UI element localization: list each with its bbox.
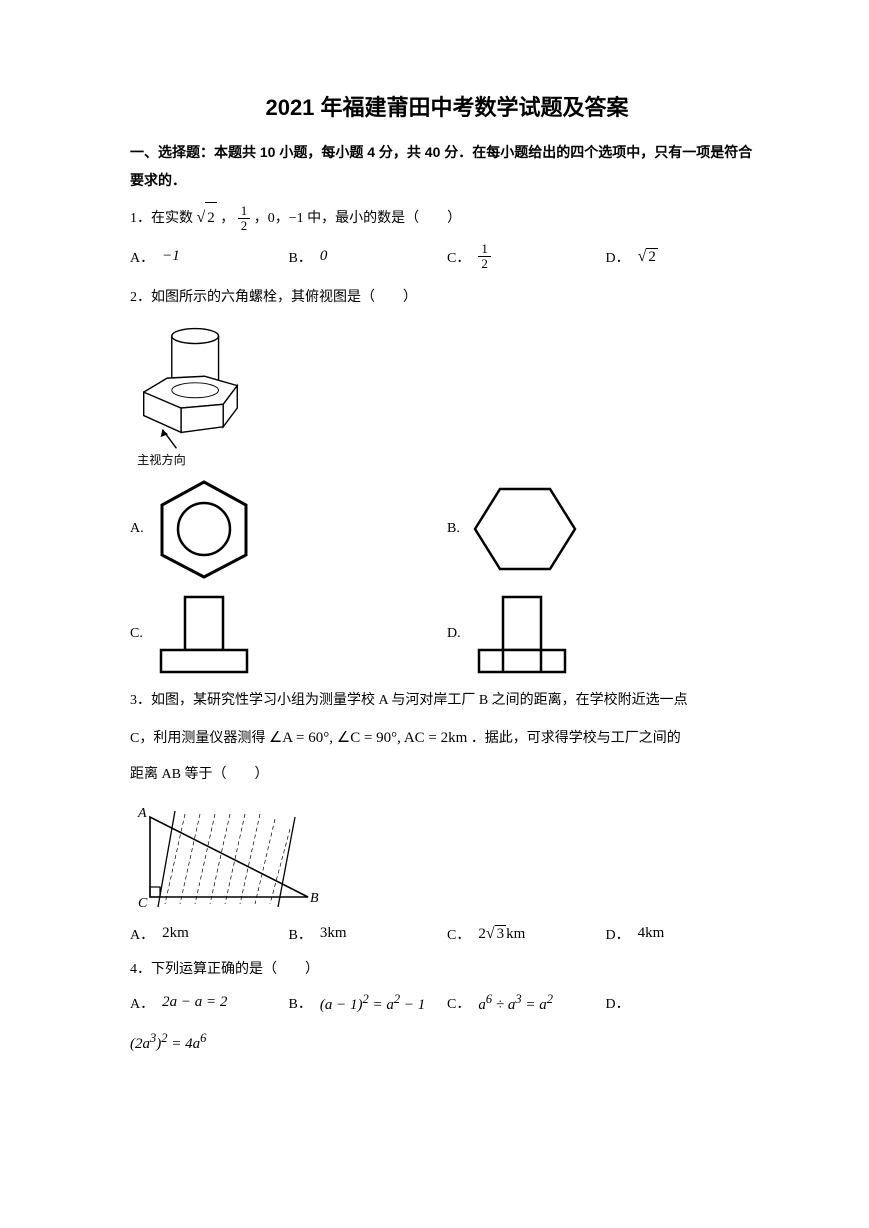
q4-optd-text: (2a3)2 = 4a6 (130, 1036, 206, 1052)
q2-opt-d: D. (447, 592, 764, 677)
question-3: 3．如图，某研究性学习小组为测量学校 A 与河对岸工厂 B 之间的距离，在学校附… (130, 687, 764, 715)
q4-optb-expr: (a − 1)2 = a2 − 1 (320, 992, 425, 1014)
q1-prompt-pre: 1．在实数 (130, 211, 197, 226)
q4-opt-d: D． (606, 993, 765, 1013)
q1-opt-c: C． 12 (447, 242, 606, 272)
q2-opt-c: C. (130, 592, 447, 677)
q1-opt-b: B． 0 (289, 247, 448, 267)
q3-mid2: ．据此，可求得学校与工厂之间的 (471, 731, 681, 746)
q1-frac: 12 (238, 204, 251, 234)
q2-figure-bolt: 主视方向 (130, 322, 764, 467)
q2-opt-b: B. (447, 479, 764, 579)
q4-opta-expr: 2a − a = 2 (162, 994, 227, 1011)
q1-opt-a: A． −1 (130, 247, 289, 267)
page-title: 2021 年福建莆田中考数学试题及答案 (130, 90, 764, 122)
q4-opt-d-expr: (2a3)2 = 4a6 (130, 1026, 764, 1059)
q4-opt-b: B． (a − 1)2 = a2 − 1 (289, 992, 448, 1014)
q4-prompt: 4．下列运算正确的是（ ） (130, 962, 319, 977)
q2-options-row2: C. D. (130, 592, 764, 677)
q3-opt-c: C． 2√3km (447, 924, 606, 944)
q3-opt-d: D． 4km (606, 924, 765, 944)
q3-label-A: A (137, 806, 147, 821)
q3-opt-b: B． 3km (289, 924, 448, 944)
q3-options: A． 2km B． 3km C． 2√3km D． 4km (130, 924, 764, 944)
q1-opt-d: D． √2 (606, 247, 765, 267)
section-header: 一、选择题：本题共 10 小题，每小题 4 分，共 40 分．在每小题给出的四个… (130, 138, 764, 194)
q4-opt-c: C． a6 ÷ a3 = a2 (447, 992, 606, 1014)
q3-mid1: C，利用测量仪器测得 (130, 731, 269, 746)
question-1: 1．在实数 √2 ， 12 ，0，−1 中，最小的数是（ ） (130, 202, 764, 234)
q2-options-row1: A. B. (130, 477, 764, 582)
q1-optc-frac: 12 (478, 242, 491, 272)
q1-comma: ， (220, 211, 234, 226)
q4-optc-expr: a6 ÷ a3 = a2 (478, 992, 553, 1014)
q3-end: 距离 AB 等于（ ） (130, 767, 268, 782)
q1-sqrt2: √2 (197, 210, 217, 226)
question-3-line2: C，利用测量仪器测得 ∠A = 60°, ∠C = 90°, AC = 2km … (130, 723, 764, 753)
q2-opt-a: A. (130, 477, 447, 582)
q3-optc-text: 2√3km (478, 925, 525, 943)
q3-label-C: C (138, 896, 148, 911)
q1-middle: ，0，−1 中，最小的数是（ ） (254, 211, 461, 226)
q3-pre: 3．如图，某研究性学习小组为测量学校 A 与河对岸工厂 B 之间的距离，在学校附… (130, 693, 688, 708)
q2-zhushi-label: 主视方向 (137, 452, 186, 467)
question-3-line3: 距离 AB 等于（ ） (130, 761, 764, 789)
question-4: 4．下列运算正确的是（ ） (130, 956, 764, 984)
q1-optd-sqrt: √2 (638, 248, 658, 266)
q2-prompt: 2．如图所示的六角螺栓，其俯视图是（ ） (130, 290, 417, 305)
q4-options: A． 2a − a = 2 B． (a − 1)2 = a2 − 1 C． a6… (130, 992, 764, 1014)
q3-opt-a: A． 2km (130, 924, 289, 944)
q3-figure-triangle: A C B (130, 799, 764, 914)
q3-label-B: B (310, 891, 319, 906)
q4-opt-a: A． 2a − a = 2 (130, 993, 289, 1013)
question-2: 2．如图所示的六角螺栓，其俯视图是（ ） (130, 284, 764, 312)
q1-options: A． −1 B． 0 C． 12 D． √2 (130, 242, 764, 272)
q3-angles: ∠A = 60°, ∠C = 90°, AC = 2km (269, 730, 467, 746)
